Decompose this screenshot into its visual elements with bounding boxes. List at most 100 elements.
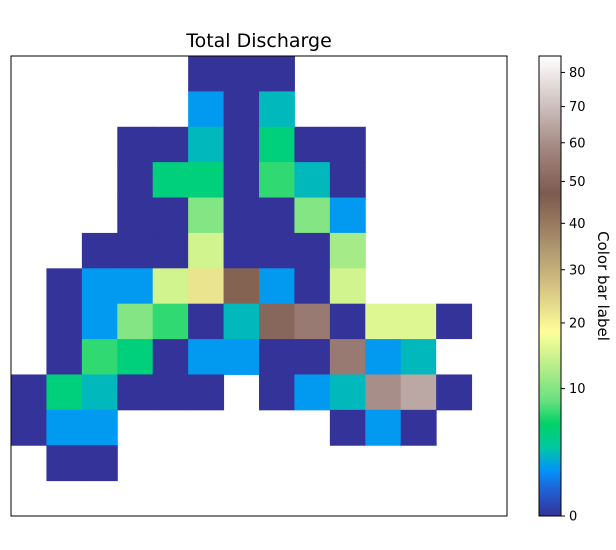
heatmap-cell [436, 339, 473, 375]
heatmap-cell [223, 162, 260, 199]
heatmap-cell [329, 232, 366, 269]
heatmap-cell [46, 339, 83, 375]
heatmap-cell [188, 162, 225, 199]
heatmap-cell [81, 409, 118, 446]
heatmap-cell [294, 162, 331, 199]
heatmap-cell [329, 126, 366, 163]
heatmap-cell [329, 409, 366, 446]
heatmap-cell [223, 56, 260, 92]
heatmap-cell [81, 445, 118, 482]
heatmap-cell [436, 303, 473, 340]
heatmap-cell [188, 126, 225, 163]
heatmap-cell [329, 339, 366, 375]
heatmap-cell [400, 339, 437, 375]
heatmap-cell [117, 268, 154, 305]
heatmap-cell [365, 339, 402, 375]
heatmap-cell [188, 339, 225, 375]
heatmap-cell [259, 91, 295, 128]
colorbar-tick-label: 0 [569, 510, 577, 525]
plot-frame [10, 55, 508, 517]
heatmap-cell [294, 197, 331, 234]
heatmap-cell [259, 374, 295, 411]
heatmap-cell [400, 303, 437, 340]
heatmap-cell [259, 56, 295, 92]
heatmap-cell [188, 268, 225, 305]
heatmap-cell [117, 374, 154, 411]
heatmap-cell [259, 162, 295, 199]
heatmap-cell [259, 197, 295, 234]
heatmap-cell [46, 374, 83, 411]
heatmap-cell [46, 268, 83, 305]
heatmap-cell [46, 445, 83, 482]
heatmap-cell [81, 303, 118, 340]
colorbar-ticks: 0 10 20 30 40 50 60 70 80 [561, 66, 586, 525]
heatmap-cell [223, 339, 260, 375]
heatmap-cell [294, 126, 331, 163]
heatmap-cell [152, 268, 189, 305]
heatmap-cell [117, 197, 154, 234]
colorbar-tick-label: 80 [569, 66, 586, 81]
colorbar-tick-label: 30 [569, 263, 586, 278]
chart-title: Total Discharge [185, 30, 332, 52]
heatmap-cell [365, 303, 402, 340]
heatmap-cell [117, 162, 154, 199]
heatmap-cell [294, 374, 331, 411]
colorbar-tick-label: 10 [569, 382, 586, 397]
heatmap-cell [259, 303, 295, 340]
heatmap-cell [81, 374, 118, 411]
heatmap-cell [223, 268, 260, 305]
heatmap-cell [152, 303, 189, 340]
heatmap-cell [188, 56, 225, 92]
heatmap-cell [223, 303, 260, 340]
colorbar-tick-label: 40 [569, 217, 586, 232]
heatmap-cell [81, 232, 118, 269]
heatmap-cell [259, 339, 295, 375]
heatmap-cell [152, 162, 189, 199]
heatmap-cell [223, 126, 260, 163]
heatmap-cell [223, 91, 260, 128]
heatmap-cell [223, 232, 260, 269]
heatmap-cell [329, 374, 366, 411]
heatmap-cell [81, 339, 118, 375]
heatmap-cell [259, 268, 295, 305]
heatmap-cell [436, 374, 473, 411]
heatmap-cell [294, 268, 331, 305]
heatmap-cell [188, 197, 225, 234]
heatmap-cell [223, 197, 260, 234]
heatmap-cell [188, 232, 225, 269]
heatmap-cell [152, 126, 189, 163]
heatmap-cell [188, 374, 225, 411]
colorbar-tick-label: 50 [569, 175, 586, 190]
heatmap-cell [46, 303, 83, 340]
colorbar-tick-label: 60 [569, 136, 586, 151]
heatmap-cell [188, 91, 225, 128]
heatmap-cell [152, 374, 189, 411]
heatmap-cell [365, 409, 402, 446]
heatmap-cell [294, 339, 331, 375]
heatmap-cell [117, 126, 154, 163]
heatmap-cell [400, 374, 437, 411]
colorbar-tick-label: 70 [569, 100, 586, 115]
heatmap-cell [329, 303, 366, 340]
heatmap-cell [259, 126, 295, 163]
heatmap-cell [117, 232, 154, 269]
heatmap-cell [152, 339, 189, 375]
colorbar-tick-label: 20 [569, 316, 586, 331]
heatmap-cell [188, 303, 225, 340]
heatmap-cell [329, 268, 366, 305]
heatmap-cell [329, 162, 366, 199]
heatmap-cell [365, 374, 402, 411]
heatmap-cell [259, 232, 295, 269]
heatmap-cell [400, 409, 437, 446]
heatmap-cell [46, 409, 83, 446]
heatmap-cell [152, 197, 189, 234]
heatmap-cell [329, 197, 366, 234]
colorbar [538, 55, 562, 517]
heatmap-cells [11, 56, 473, 482]
heatmap-cell [11, 409, 47, 446]
heatmap-cell [81, 268, 118, 305]
heatmap-cell [152, 232, 189, 269]
heatmap-cell [11, 374, 47, 411]
heatmap-cell [294, 232, 331, 269]
